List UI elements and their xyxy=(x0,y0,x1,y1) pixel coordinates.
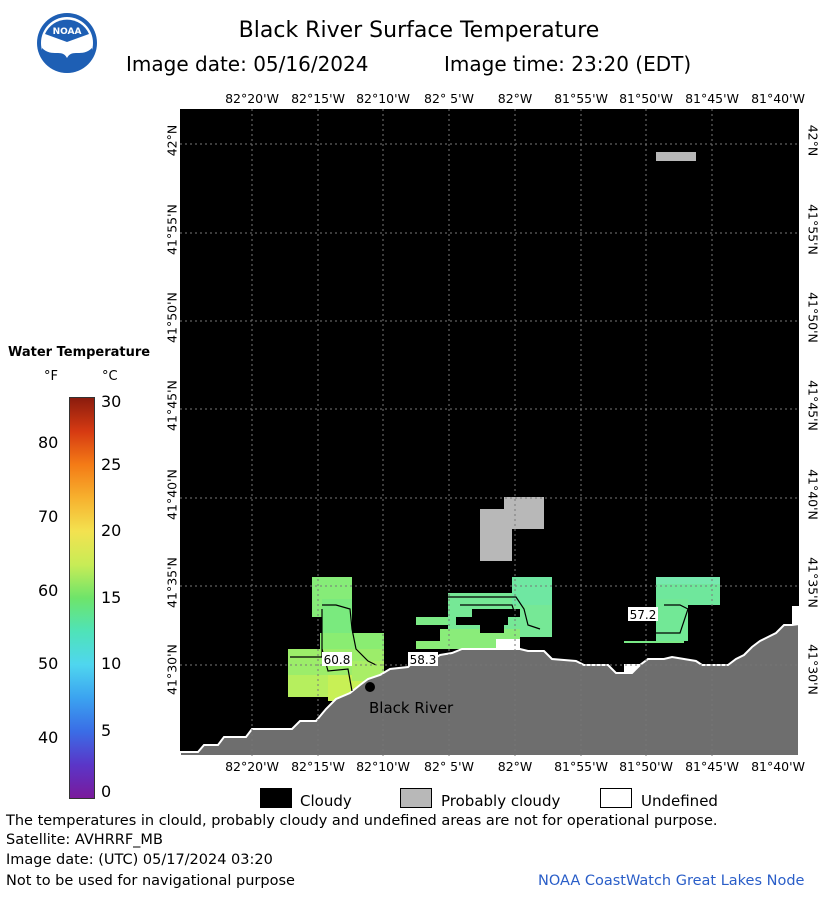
scale-f-label: 60 xyxy=(38,581,59,600)
sst-patches xyxy=(288,577,720,701)
lat-label-left: 41°50'N xyxy=(164,292,180,343)
lon-label-bottom: 81°45'W xyxy=(685,759,739,774)
key-label: Cloudy xyxy=(300,792,352,810)
key-label: Probably cloudy xyxy=(441,792,561,810)
lon-label-top: 81°45'W xyxy=(685,91,739,106)
scale-f-label: 40 xyxy=(38,728,59,747)
legend-unit-f: °F xyxy=(44,369,58,384)
lat-label-left: 41°55'N xyxy=(164,204,180,255)
lon-label-bottom: 81°40'W xyxy=(751,759,805,774)
lon-label-bottom: 82°10'W xyxy=(356,759,410,774)
key-swatch-undefined xyxy=(600,788,632,808)
nav-warning-text: Not to be used for navigational purpose xyxy=(6,873,295,889)
scale-c-label: 10 xyxy=(101,654,122,673)
temperature-map: 60.8 58.3 57.2 Black River xyxy=(179,109,800,757)
land-area xyxy=(179,622,800,757)
utc-date-text: Image date: (UTC) 05/17/2024 03:20 xyxy=(6,852,273,868)
lon-label-bottom: 82°20'W xyxy=(225,759,279,774)
scale-f-label: 80 xyxy=(38,433,59,452)
legend-title: Water Temperature xyxy=(8,345,151,360)
lat-label-left: 41°40'N xyxy=(164,469,180,520)
black-river-marker xyxy=(365,682,375,692)
lon-label-top: 82°W xyxy=(497,91,533,106)
contour-label-box xyxy=(408,652,438,666)
lat-label-left: 42°N xyxy=(164,124,180,157)
scale-c-label: 5 xyxy=(101,721,112,740)
legend-unit-c: °C xyxy=(102,369,118,384)
disclaimer-text: The temperatures in clould, probably clo… xyxy=(6,813,718,829)
lon-label-top: 81°50'W xyxy=(619,91,673,106)
scale-c-label: 25 xyxy=(101,455,122,474)
lat-label-right: 41°30'N xyxy=(805,644,821,695)
lat-label-right: 42°N xyxy=(805,124,821,157)
lat-label-right: 41°50'N xyxy=(805,292,821,343)
key-swatch-probably-cloudy xyxy=(400,788,432,808)
contour-label: 57.2 xyxy=(630,608,657,622)
probably-cloudy-patch xyxy=(480,497,544,561)
lon-label-top: 82°20'W xyxy=(225,91,279,106)
contour-label-box xyxy=(628,607,658,621)
lat-label-right: 41°40'N xyxy=(805,469,821,520)
contour-label: 60.8 xyxy=(324,653,351,667)
contour-label-box xyxy=(322,652,352,666)
black-river-label: Black River xyxy=(369,699,454,717)
noaa-logo-text: NOAA xyxy=(53,27,82,37)
lat-label-left: 41°35'N xyxy=(164,557,180,608)
noaa-logo: NOAA xyxy=(36,12,98,74)
lon-label-bottom: 82° 5'W xyxy=(424,759,474,774)
contour-label: 58.3 xyxy=(410,653,437,667)
key-label: Undefined xyxy=(641,792,718,810)
lon-label-bottom: 82°15'W xyxy=(291,759,345,774)
scale-f-label: 50 xyxy=(38,654,59,673)
lat-label-right: 41°55'N xyxy=(805,204,821,255)
satellite-text: Satellite: AVHRRF_MB xyxy=(6,832,163,848)
scale-f-label: 70 xyxy=(38,507,59,526)
lon-label-top: 82°15'W xyxy=(291,91,345,106)
probably-cloudy-patch xyxy=(656,152,696,161)
lon-label-bottom: 82°W xyxy=(497,759,533,774)
scale-c-label: 20 xyxy=(101,521,122,540)
lon-label-bottom: 81°55'W xyxy=(554,759,608,774)
scale-c-label: 0 xyxy=(101,782,112,801)
image-time: Image time: 23:20 (EDT) xyxy=(444,52,692,76)
lon-label-top: 81°55'W xyxy=(554,91,608,106)
lat-label-right: 41°35'N xyxy=(805,557,821,608)
undefined-patch xyxy=(792,606,799,626)
grid-lines xyxy=(180,109,799,756)
lon-label-top: 82°10'W xyxy=(356,91,410,106)
credit-link[interactable]: NOAA CoastWatch Great Lakes Node xyxy=(538,873,805,889)
key-swatch-cloudy xyxy=(260,788,292,808)
image-date: Image date: 05/16/2024 xyxy=(126,52,369,76)
page-title: Black River Surface Temperature xyxy=(238,18,600,43)
lat-label-right: 41°45'N xyxy=(805,380,821,431)
noaa-logo-icon: NOAA xyxy=(37,13,97,73)
lon-label-bottom: 81°50'W xyxy=(619,759,673,774)
lon-label-top: 82° 5'W xyxy=(424,91,474,106)
color-scale-bar xyxy=(69,397,95,799)
undefined-patch xyxy=(496,639,520,649)
scale-c-label: 30 xyxy=(101,392,122,411)
lat-label-left: 41°45'N xyxy=(164,380,180,431)
lon-label-top: 81°40'W xyxy=(751,91,805,106)
lat-label-left: 41°30'N xyxy=(164,644,180,695)
scale-c-label: 15 xyxy=(101,588,122,607)
